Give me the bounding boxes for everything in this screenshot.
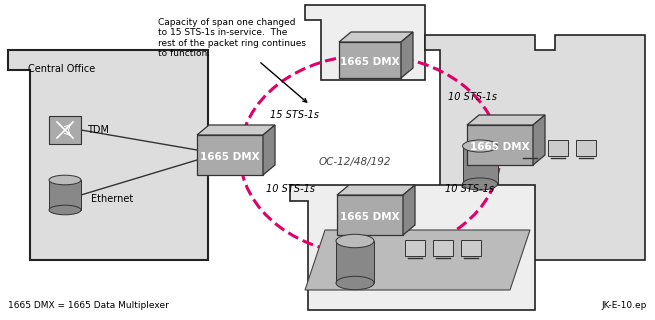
Bar [461,240,481,256]
Ellipse shape [336,276,374,290]
Bar [337,195,403,235]
Text: Capacity of span one changed
to 15 STS-1s in-service.  The
rest of the packet ri: Capacity of span one changed to 15 STS-1… [158,18,307,102]
Bar [49,116,81,144]
Polygon shape [401,32,413,78]
Bar [433,240,453,256]
Ellipse shape [462,140,498,152]
Ellipse shape [49,205,81,215]
Ellipse shape [336,234,374,248]
Polygon shape [305,230,530,290]
Polygon shape [339,32,413,42]
Text: 1665 DMX: 1665 DMX [470,142,530,152]
Bar [197,135,263,175]
Text: 15 STS-1s: 15 STS-1s [271,110,320,120]
Bar [462,146,498,184]
Bar [467,125,533,165]
Polygon shape [197,125,275,135]
Text: OC-12/48/192: OC-12/48/192 [319,157,391,167]
Text: 10 STS-1s: 10 STS-1s [448,92,497,102]
Polygon shape [425,35,645,260]
Text: 1665 DMX: 1665 DMX [340,212,400,222]
Bar [339,42,401,78]
Polygon shape [305,5,425,80]
Text: 1665 DMX = 1665 Data Multiplexer: 1665 DMX = 1665 Data Multiplexer [8,301,169,310]
Polygon shape [337,185,415,195]
Text: 1665 DMX: 1665 DMX [340,57,400,67]
Polygon shape [467,115,545,125]
Bar [336,241,374,283]
Ellipse shape [49,175,81,185]
Polygon shape [403,185,415,235]
Polygon shape [263,125,275,175]
Text: Ethernet: Ethernet [91,194,133,204]
Text: Central Office: Central Office [28,64,95,74]
Text: 1665 DMX: 1665 DMX [200,152,260,162]
Bar [49,180,81,210]
Bar [520,140,540,156]
Text: 10 STS-1s: 10 STS-1s [445,184,494,194]
Bar [548,140,568,156]
Text: TDM: TDM [87,125,109,135]
Text: JK-E-10.ep: JK-E-10.ep [602,301,647,310]
Ellipse shape [462,178,498,190]
Polygon shape [533,115,545,165]
Bar [405,240,425,256]
Bar [576,140,596,156]
Text: 10 STS-1s: 10 STS-1s [265,184,314,194]
Polygon shape [290,185,535,310]
Polygon shape [8,50,208,260]
